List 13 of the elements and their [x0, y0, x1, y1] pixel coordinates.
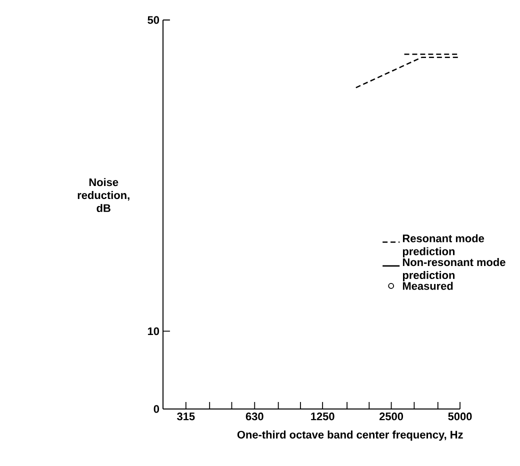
x-tick-label: 5000 — [448, 412, 472, 420]
x-axis-title: One-third octave band center frequency, Hz — [237, 430, 463, 441]
legend-label: Measured — [402, 282, 453, 290]
legend-label: Resonant mode prediction — [402, 234, 484, 258]
y-tick-label: 10 — [148, 327, 160, 336]
y-axis-title: Noise reduction, dB — [78, 178, 130, 212]
y-tick-label: 0 — [154, 405, 160, 413]
x-tick-label: 630 — [246, 412, 264, 420]
x-tick-label: 2500 — [379, 412, 404, 420]
x-tick-label: 315 — [177, 412, 195, 420]
y-tick-label: 50 — [148, 16, 160, 24]
legend-label: Non-resonant mode prediction — [402, 258, 506, 282]
x-tick-label: 1250 — [311, 412, 334, 420]
